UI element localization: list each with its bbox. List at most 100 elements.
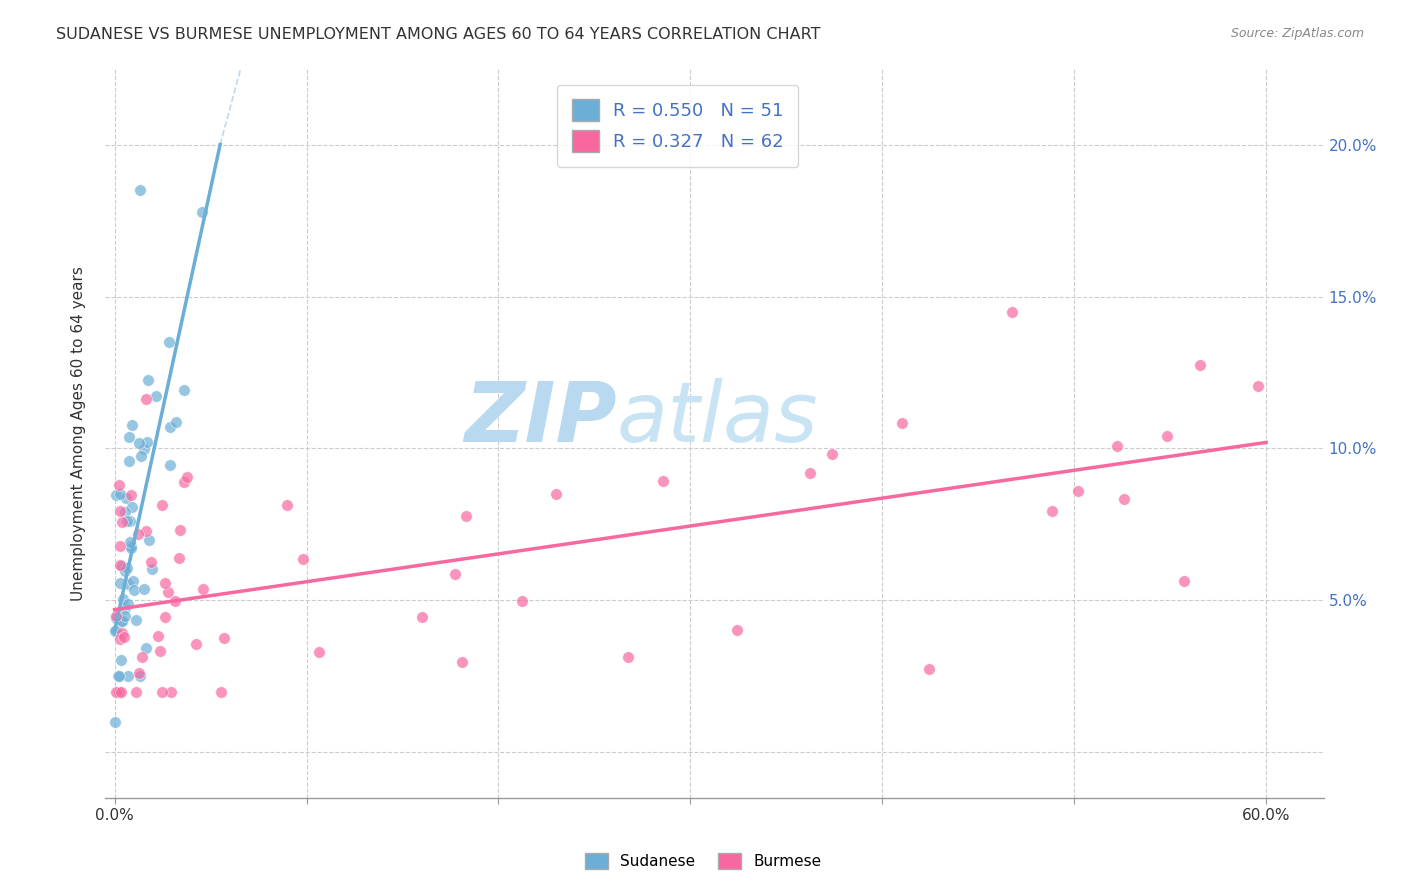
Point	[122, 574, 145, 588]
Point	[135, 434, 157, 449]
Point	[191, 582, 214, 597]
Point	[107, 669, 129, 683]
Point	[456, 509, 478, 524]
Point	[118, 430, 141, 444]
Text: SUDANESE VS BURMESE UNEMPLOYMENT AMONG AGES 60 TO 64 YEARS CORRELATION CHART: SUDANESE VS BURMESE UNEMPLOYMENT AMONG A…	[56, 27, 821, 42]
Point	[135, 524, 157, 538]
Point	[114, 600, 136, 615]
Point	[114, 608, 136, 623]
Point	[108, 540, 131, 554]
Point	[725, 624, 748, 638]
Point	[114, 491, 136, 505]
Point	[112, 591, 135, 606]
Point	[1173, 574, 1195, 588]
Point	[1107, 439, 1129, 453]
Point	[105, 624, 128, 638]
Point	[105, 611, 128, 625]
Point	[157, 334, 180, 349]
Point	[129, 669, 152, 683]
Point	[103, 714, 125, 729]
Point	[129, 450, 152, 464]
Point	[107, 684, 129, 698]
Point	[167, 551, 190, 566]
Point	[173, 475, 195, 489]
Point	[141, 555, 163, 569]
Point	[186, 637, 208, 651]
Point	[117, 669, 139, 683]
Point	[799, 467, 821, 481]
Point	[1114, 491, 1136, 506]
Point	[1066, 483, 1088, 498]
Point	[107, 478, 129, 492]
Point	[148, 630, 170, 644]
Point	[159, 420, 181, 434]
Point	[120, 541, 142, 555]
Point	[159, 684, 181, 698]
Point	[150, 684, 173, 698]
Point	[917, 662, 939, 676]
Point	[165, 415, 187, 429]
Point	[120, 535, 142, 549]
Point	[169, 523, 191, 537]
Point	[108, 575, 131, 590]
Text: atlas: atlas	[617, 378, 818, 459]
Point	[111, 614, 134, 628]
Point	[276, 498, 298, 512]
Point	[114, 564, 136, 578]
Point	[890, 416, 912, 430]
Point	[1156, 429, 1178, 443]
Point	[159, 458, 181, 472]
Legend: Sudanese, Burmese: Sudanese, Burmese	[579, 847, 827, 875]
Text: Source: ZipAtlas.com: Source: ZipAtlas.com	[1230, 27, 1364, 40]
Point	[118, 515, 141, 529]
Point	[157, 584, 180, 599]
Legend: R = 0.550   N = 51, R = 0.327   N = 62: R = 0.550 N = 51, R = 0.327 N = 62	[557, 85, 799, 167]
Point	[150, 498, 173, 512]
Point	[1189, 359, 1212, 373]
Point	[820, 447, 842, 461]
Point	[122, 582, 145, 597]
Point	[1040, 503, 1063, 517]
Point	[155, 610, 177, 624]
Point	[121, 500, 143, 514]
Point	[134, 442, 156, 456]
Point	[128, 435, 150, 450]
Point	[118, 454, 141, 468]
Point	[111, 516, 134, 530]
Point	[110, 684, 132, 698]
Point	[131, 649, 153, 664]
Text: ZIP: ZIP	[464, 378, 617, 459]
Point	[411, 610, 433, 624]
Point	[510, 594, 533, 608]
Point	[444, 567, 467, 582]
Point	[617, 649, 640, 664]
Point	[145, 389, 167, 403]
Point	[104, 624, 127, 639]
Point	[108, 486, 131, 500]
Point	[115, 561, 138, 575]
Point	[114, 505, 136, 519]
Point	[135, 640, 157, 655]
Point	[149, 644, 172, 658]
Point	[105, 488, 128, 502]
Point	[141, 562, 163, 576]
Point	[121, 418, 143, 433]
Point	[173, 383, 195, 397]
Point	[112, 630, 135, 644]
Point	[163, 593, 186, 607]
Point	[108, 504, 131, 518]
Point	[125, 684, 148, 698]
Point	[111, 626, 134, 640]
Point	[138, 533, 160, 547]
Point	[110, 653, 132, 667]
Point	[108, 669, 131, 683]
Point	[450, 656, 472, 670]
Point	[128, 183, 150, 197]
Point	[117, 577, 139, 591]
Point	[191, 204, 214, 219]
Point	[120, 539, 142, 553]
Point	[212, 631, 235, 645]
Point	[652, 475, 675, 489]
Point	[111, 559, 134, 574]
Point	[135, 392, 157, 406]
